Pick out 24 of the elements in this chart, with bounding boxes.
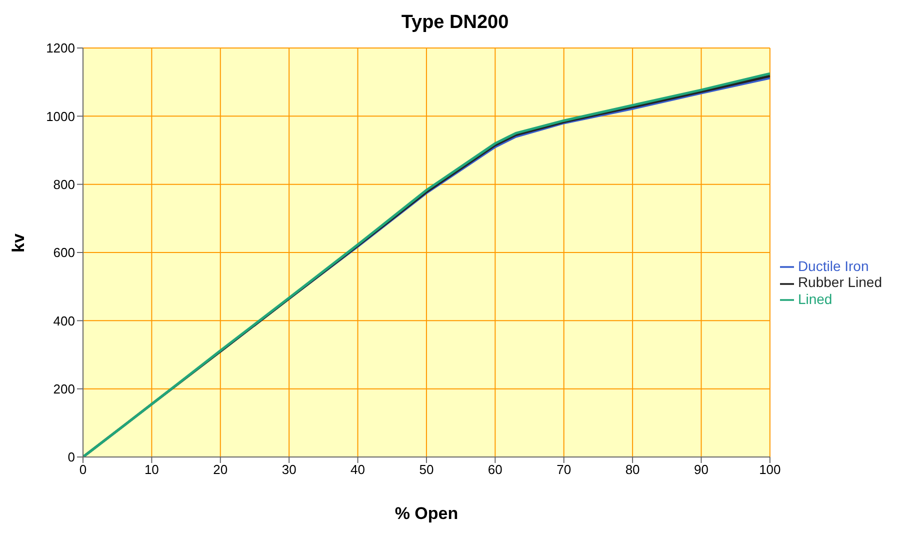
- x-tick-label: 90: [694, 462, 708, 478]
- y-tick-label: 400: [53, 313, 75, 328]
- y-tick-label: 1000: [46, 108, 75, 124]
- y-tick-label: 200: [53, 381, 75, 396]
- x-tick-label: 10: [144, 462, 159, 478]
- legend-label: Lined: [798, 290, 832, 307]
- y-tick-label: 0: [68, 450, 75, 465]
- x-tick-label: 0: [79, 462, 87, 478]
- x-tick-label: 80: [625, 462, 640, 478]
- chart-title: Type DN200: [400, 11, 510, 35]
- y-tick-label: 1200: [46, 40, 75, 56]
- legend-label: Ductile Iron: [798, 258, 869, 274]
- x-tick-label: 20: [213, 462, 228, 478]
- x-tick-label: 70: [556, 462, 572, 478]
- x-tick-label: 40: [350, 462, 366, 478]
- y-tick-label: 800: [53, 176, 75, 192]
- y-axis-title: kv: [9, 233, 28, 252]
- x-tick-label: 100: [759, 462, 781, 478]
- x-tick-label: 30: [282, 462, 296, 478]
- y-tick-label: 600: [53, 245, 75, 260]
- x-tick-label: 50: [419, 462, 434, 478]
- x-axis-title: % Open: [394, 504, 458, 523]
- legend-label: Rubber Lined: [798, 274, 882, 290]
- x-tick-label: 60: [488, 462, 502, 478]
